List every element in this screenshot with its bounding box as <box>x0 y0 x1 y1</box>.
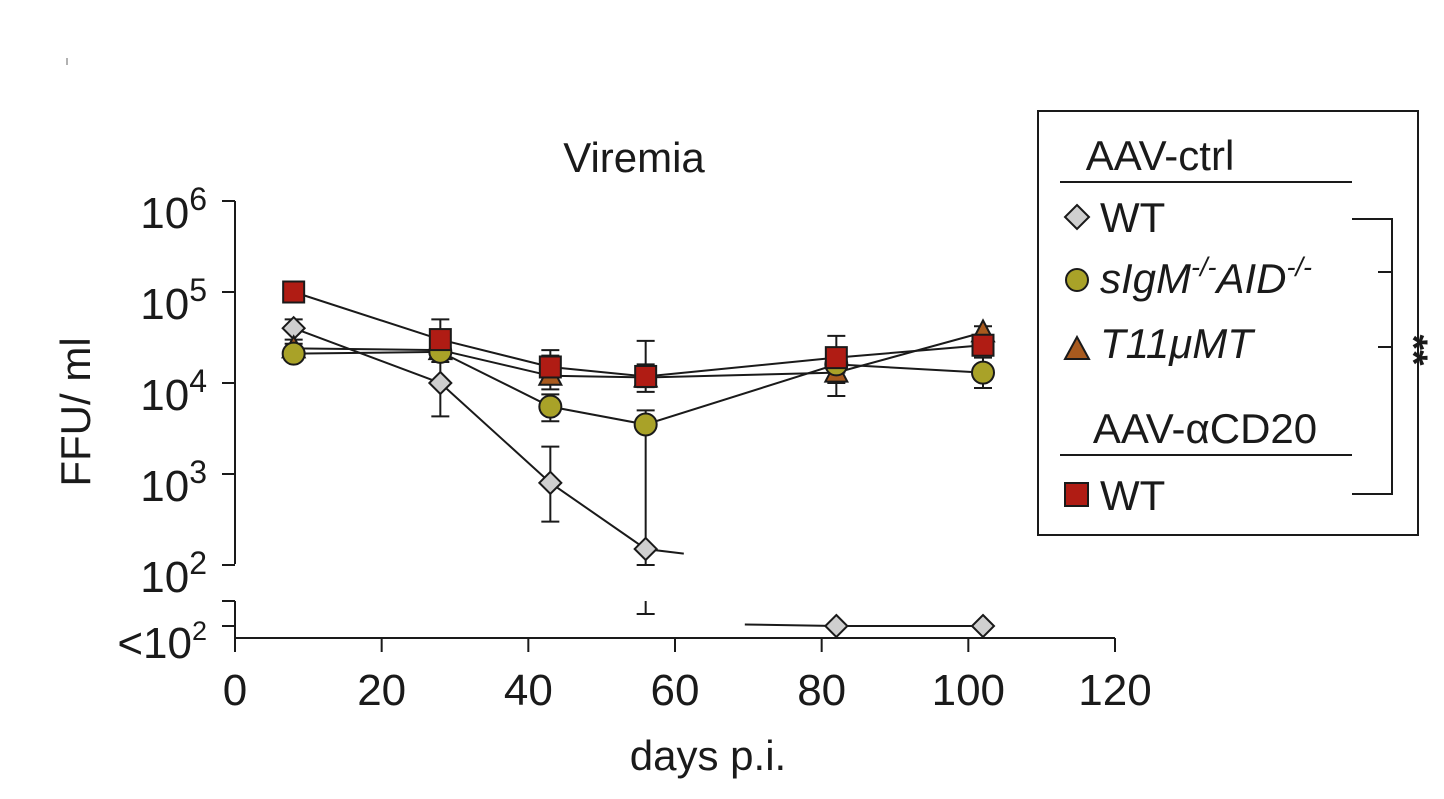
data-point-wt-cd20 <box>971 333 995 357</box>
y-tick-label: 103 <box>140 454 207 511</box>
legend-group2-title: AAV-αCD20 <box>1093 405 1317 452</box>
data-point-sigm-aid <box>538 394 563 419</box>
y-tick-label: 104 <box>140 363 207 420</box>
data-point-wt-cd20 <box>538 355 562 379</box>
y-axis-title: FFU/ ml <box>52 337 99 486</box>
series-line-t11umt <box>293 331 984 379</box>
data-point-wt-cd20 <box>282 280 306 304</box>
significance-bracket <box>1352 218 1393 495</box>
below-detection-label: <102 <box>117 616 207 668</box>
series-line-sigm_aid <box>293 350 984 426</box>
data-point-sigm-aid <box>971 360 995 385</box>
series-line-wt_cd20 <box>293 291 984 378</box>
data-point-sigm-aid <box>281 341 306 366</box>
error-bars <box>284 287 992 615</box>
legend-square-icon <box>1064 482 1089 507</box>
y-tick-label: 105 <box>140 272 207 329</box>
x-ticks: 0 20 40 60 80 100 120 <box>223 638 1152 715</box>
data-point-wt-cd20 <box>824 346 848 370</box>
x-axis-title: days p.i. <box>630 732 786 779</box>
legend-circle-icon <box>1065 268 1089 292</box>
y-tick-label: 106 <box>140 181 207 238</box>
x-tick-label: 20 <box>357 666 406 715</box>
x-tick-label: 120 <box>1078 666 1151 715</box>
legend-triangle-icon <box>1063 334 1091 360</box>
data-point-sigm-aid <box>633 412 658 437</box>
significance-stars: ** <box>1391 334 1435 366</box>
data-point-wt-ctrl <box>823 613 849 639</box>
x-tick-label: 80 <box>797 666 846 715</box>
legend: AAV-ctrl WT sIgM-/-AID-/- T11μMT AAV-αCD… <box>1037 110 1435 536</box>
data-point-wt-ctrl <box>427 370 453 396</box>
legend-wt-cd20-label: WT <box>1100 472 1165 519</box>
legend-sigm-aid-label: sIgM-/-AID-/- <box>1100 252 1312 302</box>
legend-diamond-icon <box>1063 203 1091 231</box>
y-tick-label: 102 <box>140 545 207 602</box>
legend-group1-title: AAV-ctrl <box>1086 132 1235 179</box>
series-line-wt-ctrl-lower <box>744 623 983 627</box>
x-tick-label: 100 <box>932 666 1005 715</box>
data-point-wt-cd20 <box>634 364 658 388</box>
data-point-wt-ctrl <box>970 613 996 639</box>
data-point-wt-ctrl <box>537 470 563 496</box>
series-lines <box>293 291 984 627</box>
chart-title: Viremia <box>563 134 705 181</box>
x-tick-label: 0 <box>223 666 247 715</box>
data-point-wt-ctrl <box>633 536 659 562</box>
legend-wt-ctrl-label: WT <box>1100 194 1165 241</box>
legend-t11umt-label: T11μMT <box>1100 320 1256 367</box>
data-markers <box>281 280 996 639</box>
x-tick-label: 60 <box>651 666 700 715</box>
data-point-wt-cd20 <box>428 328 452 352</box>
x-tick-label: 40 <box>504 666 553 715</box>
y-ticks: 106 105 104 103 102 <box>140 181 235 602</box>
